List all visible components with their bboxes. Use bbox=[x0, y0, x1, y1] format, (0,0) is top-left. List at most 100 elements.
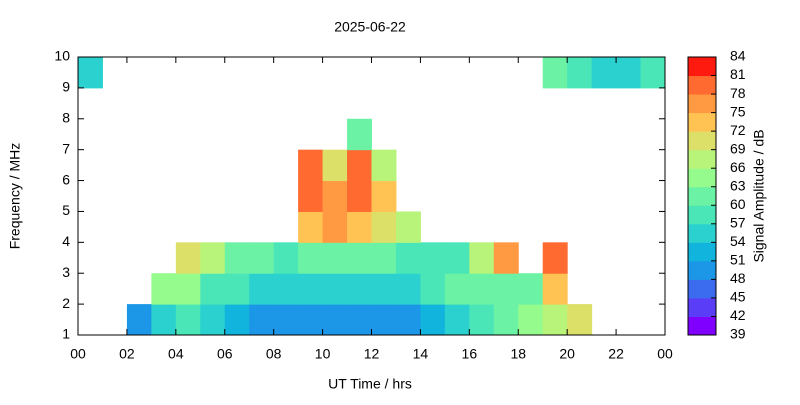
colorbar-tick-label: 54 bbox=[730, 233, 746, 249]
heatmap-cell bbox=[126, 304, 152, 336]
heatmap-cell bbox=[395, 304, 421, 336]
x-tick-label: 22 bbox=[608, 346, 624, 362]
heatmap-cell bbox=[347, 180, 372, 212]
colorbar-segment bbox=[688, 279, 716, 299]
heatmap-cell bbox=[298, 149, 324, 182]
heatmap-cell bbox=[469, 304, 495, 336]
y-tick-label: 6 bbox=[62, 171, 70, 187]
x-tick-label: 10 bbox=[315, 346, 331, 362]
colorbar-segment bbox=[688, 168, 716, 188]
colorbar-tick-label: 57 bbox=[730, 215, 746, 231]
heatmap-cell bbox=[322, 180, 348, 212]
heatmap-cell bbox=[249, 242, 275, 274]
colorbar-tick-label: 66 bbox=[730, 159, 746, 175]
chart-title: 2025-06-22 bbox=[334, 19, 406, 35]
y-tick-label: 10 bbox=[54, 48, 70, 64]
heatmap-cell bbox=[273, 242, 299, 274]
heatmap-cell bbox=[322, 211, 348, 243]
colorbar-segment bbox=[688, 112, 716, 132]
heatmap-cell bbox=[371, 242, 397, 274]
heatmap-cell bbox=[224, 273, 250, 305]
heatmap-cell bbox=[420, 273, 446, 305]
heatmap-cell bbox=[298, 242, 324, 274]
x-tick-label: 18 bbox=[510, 346, 526, 362]
y-tick-label: 2 bbox=[62, 295, 70, 311]
colorbar-segment bbox=[688, 242, 716, 262]
heatmap-cell bbox=[371, 273, 397, 305]
heatmap-cell bbox=[151, 273, 177, 305]
x-tick-label: 20 bbox=[559, 346, 575, 362]
heatmap-cell bbox=[444, 242, 470, 274]
heatmap-cell bbox=[567, 304, 593, 336]
y-tick-label: 9 bbox=[62, 79, 70, 95]
heatmap-cell bbox=[322, 273, 348, 305]
colorbar-label: Signal Amplitude / dB bbox=[751, 129, 767, 262]
y-tick-label: 7 bbox=[62, 140, 70, 156]
heatmap-cell bbox=[322, 242, 348, 274]
heatmap-cell bbox=[298, 180, 324, 212]
colorbar-tick-label: 69 bbox=[730, 140, 746, 156]
x-tick-label: 00 bbox=[657, 346, 673, 362]
colorbar-segment bbox=[688, 316, 716, 336]
x-tick-label: 06 bbox=[217, 346, 233, 362]
heatmap-cell bbox=[640, 57, 666, 89]
colorbar-tick-label: 48 bbox=[730, 270, 746, 286]
colorbar-tick-label: 42 bbox=[730, 307, 746, 323]
heatmap-cell bbox=[444, 273, 470, 305]
colorbar-tick-label: 60 bbox=[730, 196, 746, 212]
heatmap-cell bbox=[347, 211, 372, 243]
heatmap-cell bbox=[542, 304, 568, 336]
heatmap-cell bbox=[371, 304, 397, 336]
colorbar-segment bbox=[688, 205, 716, 225]
heatmap-cell bbox=[371, 149, 397, 182]
y-tick-label: 4 bbox=[62, 233, 70, 249]
heatmap-cell bbox=[200, 304, 226, 336]
heatmap-cell bbox=[395, 242, 421, 274]
heatmap-cell bbox=[567, 57, 593, 89]
heatmap-cell bbox=[322, 304, 348, 336]
heatmap-cell bbox=[224, 304, 250, 336]
heatmap-cell bbox=[371, 180, 397, 212]
y-tick-label: 1 bbox=[62, 326, 70, 342]
colorbar-tick-label: 45 bbox=[730, 289, 746, 305]
colorbar-segment bbox=[688, 223, 716, 243]
heatmap-cell bbox=[347, 149, 372, 182]
heatmap-cell bbox=[347, 273, 372, 305]
colorbar-segment bbox=[688, 57, 716, 77]
heatmap-cell bbox=[395, 273, 421, 305]
heatmap-cell bbox=[420, 242, 446, 274]
y-tick-label: 5 bbox=[62, 202, 70, 218]
x-axis-label: UT Time / hrs bbox=[328, 376, 412, 392]
heatmap-cell bbox=[273, 304, 299, 336]
colorbar-segment bbox=[688, 260, 716, 280]
colorbar-tick-label: 72 bbox=[730, 122, 746, 138]
y-tick-label: 8 bbox=[62, 109, 70, 125]
heatmap-cell bbox=[200, 242, 226, 274]
x-tick-label: 02 bbox=[119, 346, 135, 362]
x-tick-label: 04 bbox=[168, 346, 184, 362]
x-tick-label: 16 bbox=[462, 346, 478, 362]
heatmap-cell bbox=[371, 211, 397, 243]
colorbar-segment bbox=[688, 297, 716, 317]
heatmap-cell bbox=[298, 211, 324, 243]
x-tick-label: 08 bbox=[266, 346, 282, 362]
colorbar-tick-label: 78 bbox=[730, 85, 746, 101]
colorbar-segment bbox=[688, 149, 716, 169]
heatmap-cell bbox=[347, 304, 372, 336]
heatmap-cell bbox=[151, 304, 177, 336]
heatmap-cell bbox=[322, 149, 348, 182]
colorbar-tick-label: 75 bbox=[730, 103, 746, 119]
heatmap-cell bbox=[175, 304, 201, 336]
heatmap-cell bbox=[298, 304, 324, 336]
heatmap-cell bbox=[518, 273, 544, 305]
heatmap-cell bbox=[347, 242, 372, 274]
colorbar-frame bbox=[687, 56, 717, 336]
heatmap-cell bbox=[175, 242, 201, 274]
heatmap-cell bbox=[591, 57, 617, 89]
y-axis-label: Frequency / MHz bbox=[7, 143, 23, 250]
colorbar-tick-label: 51 bbox=[730, 252, 746, 268]
x-tick-label: 12 bbox=[364, 346, 380, 362]
heatmap-cell bbox=[200, 273, 226, 305]
heatmap-cell bbox=[493, 273, 519, 305]
